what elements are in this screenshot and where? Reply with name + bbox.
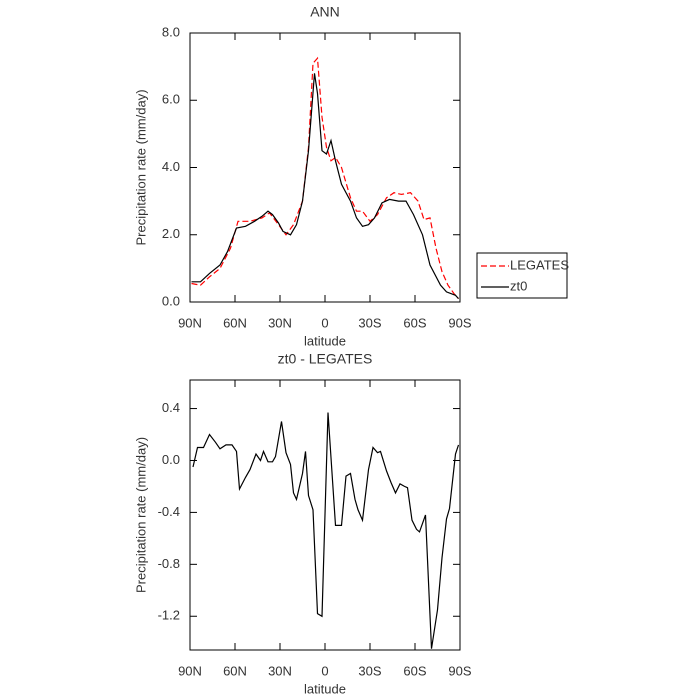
x-tick-label: 60S: [403, 663, 426, 678]
y-tick-label: 2.0: [162, 226, 180, 241]
y-tick-label: 0.4: [162, 400, 180, 415]
x-axis-label: latitude: [304, 681, 346, 696]
legend-label: zt0: [510, 278, 527, 293]
x-tick-label: 90S: [448, 663, 471, 678]
y-tick-label: -0.4: [158, 504, 180, 519]
y-axis-label: Precipitation rate (mm/day): [133, 89, 148, 245]
x-tick-label: 90N: [178, 315, 202, 330]
y-tick-label: 0.0: [162, 452, 180, 467]
y-tick-label: 4.0: [162, 159, 180, 174]
legend-label: LEGATES: [510, 257, 569, 272]
x-tick-label: 30N: [268, 663, 292, 678]
x-axis-label: latitude: [304, 333, 346, 348]
chart-title: zt0 - LEGATES: [278, 351, 373, 367]
x-tick-label: 60N: [223, 315, 247, 330]
x-tick-label: 90S: [448, 315, 471, 330]
x-tick-label: 60S: [403, 315, 426, 330]
y-tick-label: -0.8: [158, 556, 180, 571]
x-tick-label: 30S: [358, 663, 381, 678]
y-axis-label: Precipitation rate (mm/day): [133, 437, 148, 593]
chart-title: ANN: [310, 4, 340, 20]
y-tick-label: 0.0: [162, 293, 180, 308]
y-tick-label: 6.0: [162, 92, 180, 107]
x-tick-label: 90N: [178, 663, 202, 678]
data-line: [191, 56, 459, 300]
x-tick-label: 0: [321, 663, 328, 678]
data-line: [191, 73, 459, 300]
data-line: [192, 412, 460, 649]
x-tick-label: 30N: [268, 315, 292, 330]
x-tick-label: 0: [321, 315, 328, 330]
plot-frame: [189, 32, 461, 303]
y-tick-label: -1.2: [158, 608, 180, 623]
legend-box: [476, 252, 568, 299]
y-tick-label: 8.0: [162, 24, 180, 39]
x-tick-label: 30S: [358, 315, 381, 330]
x-tick-label: 60N: [223, 663, 247, 678]
